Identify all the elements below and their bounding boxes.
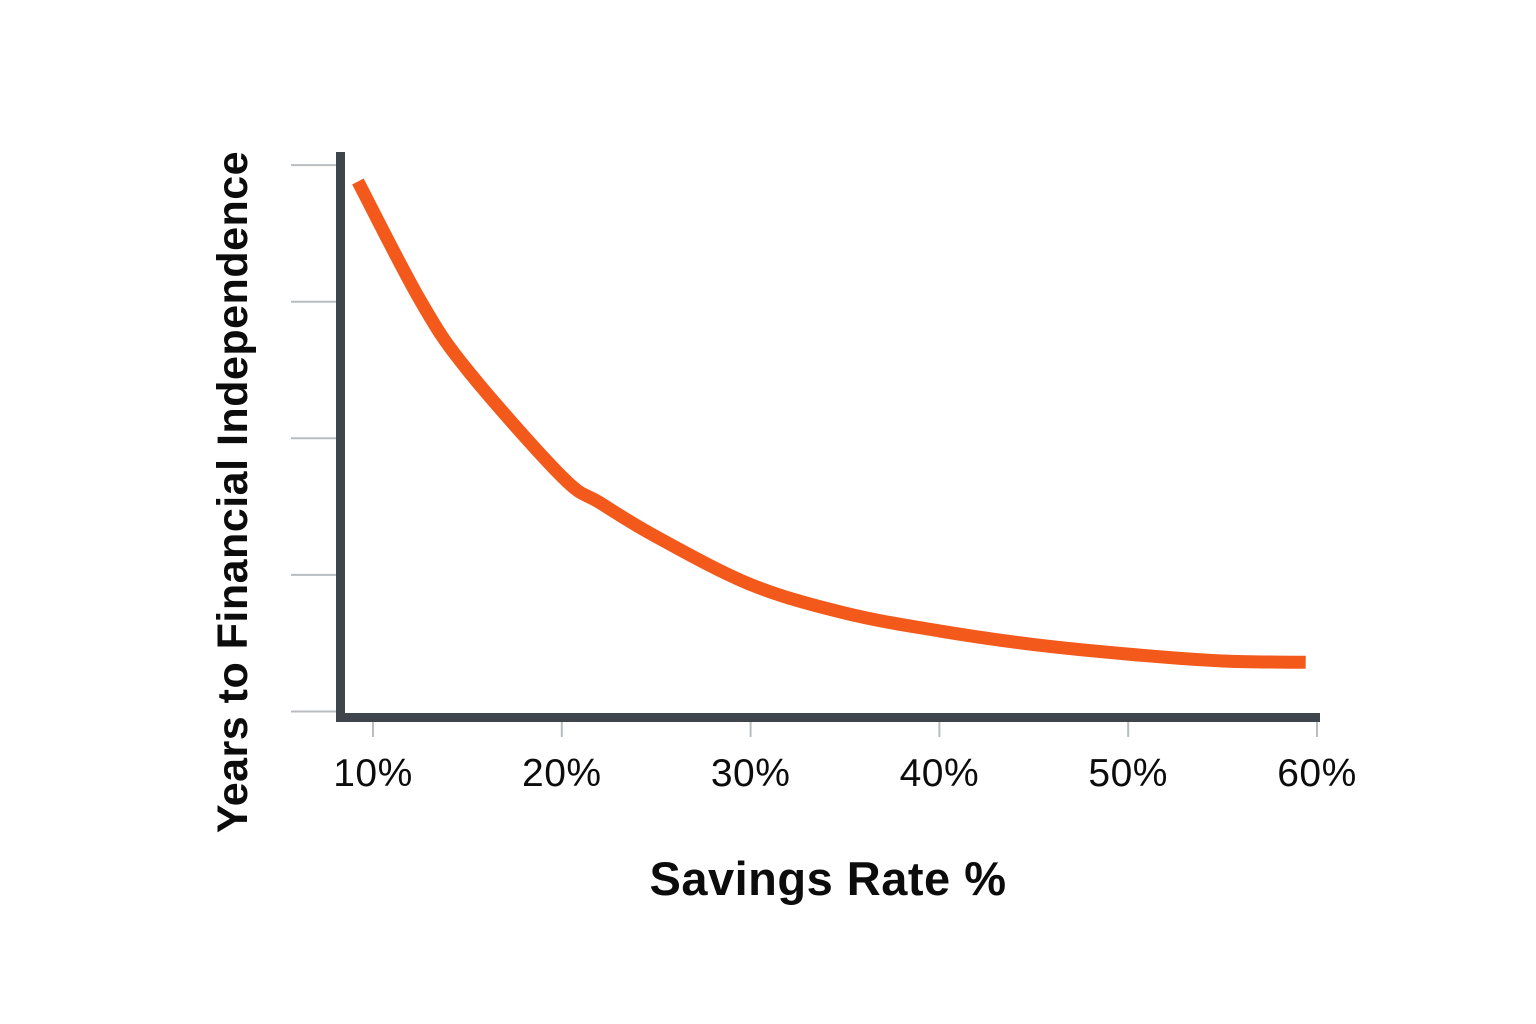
x-tick-label: 10% <box>333 752 413 795</box>
x-axis-title: Savings Rate % <box>649 852 1007 905</box>
x-axis-ticks <box>372 722 1318 737</box>
x-tick-label: 30% <box>710 752 791 795</box>
y-axis-line <box>336 152 345 722</box>
x-tick-label: 60% <box>1277 752 1357 795</box>
x-axis-line <box>336 713 1320 722</box>
y-axis-title: Years to Financial Independence <box>209 150 257 834</box>
x-tick-label: 20% <box>522 752 602 795</box>
years-to-fi-curve <box>352 178 1306 669</box>
y-axis-ticks <box>291 164 336 713</box>
x-tick-label: 50% <box>1088 752 1168 795</box>
x-tick-label: 40% <box>899 752 980 795</box>
